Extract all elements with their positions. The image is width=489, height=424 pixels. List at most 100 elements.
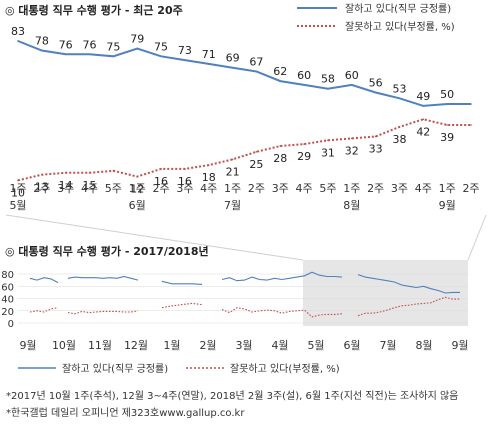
legend-label-negative: 잘못하고 있다(부정률, %) [230,362,340,375]
y-tick-label: 0 [8,319,14,330]
data-point-1 [470,124,472,126]
data-point-1 [327,139,329,142]
data-label: 42 [416,125,430,138]
data-label: 69 [226,52,240,65]
series-line-0 [29,277,59,284]
data-point-0 [160,55,162,58]
data-point-0 [279,80,282,82]
data-label: 31 [321,146,335,159]
data-label: 83 [11,25,25,38]
data-label: 78 [35,35,49,48]
data-point-0 [470,103,472,105]
x-tick-week: 1주 [129,182,146,195]
data-point-1 [112,170,115,172]
legend-label-0: 잘하고 있다(직무 긍정률) [345,2,451,15]
x-tick-month: 2월 [199,339,216,352]
series-line-1 [17,118,471,182]
data-point-1 [184,168,186,170]
data-label: 73 [178,44,192,57]
x-tick-week: 1주 [343,182,360,195]
data-label: 33 [369,142,383,155]
data-point-0 [446,103,448,105]
x-tick-month: 4월 [271,339,288,352]
series-line-1 [67,310,139,315]
legend-label-1: 잘못하고 있다(부정률, %) [345,20,455,33]
data-point-0 [303,84,305,86]
x-tick-week: 2주 [462,182,479,195]
data-point-0 [350,84,353,86]
data-label: 12 [130,183,144,196]
data-point-0 [374,91,377,94]
x-tick-week: 1주 [439,182,456,195]
x-tick-month: 8월 [343,199,360,212]
x-tick-month: 9월 [451,339,468,352]
data-point-1 [17,179,19,182]
footnote-survey-gaps: *2017년 10월 1주(추석), 12월 3~4주(연말), 2018년 2… [6,391,459,402]
data-point-1 [207,164,210,166]
chart-title: ◎ 대통령 직무 수행 평가 - 2017/2018년 [5,244,209,258]
x-tick-week: 1주 [9,182,26,195]
x-tick-week: 3주 [176,182,193,195]
chart-title: ◎ 대통령 직무 수행 평가 - 최근 20주 [5,3,183,17]
y-tick-label: 40 [1,295,14,306]
x-tick-week: 2주 [152,182,169,195]
series-line-1 [161,302,203,309]
data-label: 15 [83,179,97,192]
y-tick-label: 80 [1,270,14,281]
data-point-1 [64,171,67,174]
x-tick-week: 4주 [296,182,313,195]
data-label: 21 [226,165,240,178]
data-label: 32 [345,144,359,157]
data-point-1 [303,143,305,145]
x-tick-month: 7월 [224,199,241,212]
series-line-1 [221,307,343,318]
series-line-1 [29,307,59,313]
series-line-0 [221,271,343,282]
data-label: 38 [392,133,406,146]
data-label: 13 [35,181,49,194]
data-label: 50 [440,88,454,101]
x-tick-week: 3주 [272,182,289,195]
footnote-source: *한국갤럽 데일리 오피니언 제323호www.gallup.co.kr [6,408,245,419]
x-tick-week: 4주 [200,182,217,195]
data-point-0 [136,47,139,50]
data-label: 60 [345,69,359,82]
data-point-1 [136,175,139,178]
data-point-1 [422,118,425,121]
x-tick-month: 5월 [307,339,324,352]
x-tick-month: 10월 [52,339,76,352]
x-tick-week: 5주 [319,182,336,195]
x-tick-month: 9월 [439,199,456,212]
data-label: 16 [154,175,168,188]
data-label: 76 [83,38,97,51]
x-tick-month: 1월 [163,339,180,352]
data-label: 16 [178,175,192,188]
series-line-0 [67,275,139,281]
series-line-1 [357,296,460,317]
x-tick-week: 5주 [105,182,122,195]
data-label: 79 [130,33,144,46]
series-line-0 [357,274,460,294]
zoom-connector-right [467,214,487,261]
data-point-0 [255,70,258,73]
data-point-0 [88,53,91,56]
data-point-1 [374,135,377,138]
legend-label-positive: 잘하고 있다(직무 긍정률) [62,362,168,375]
y-tick-label: 60 [1,282,14,293]
data-label: 39 [440,131,454,144]
x-tick-week: 4주 [81,182,98,195]
data-point-0 [41,49,43,52]
x-tick-month: 9월 [19,339,36,352]
x-tick-month: 8월 [415,339,432,352]
x-tick-month: 7월 [379,339,396,352]
data-point-1 [231,158,234,161]
data-point-0 [64,53,67,56]
data-point-1 [279,145,282,147]
data-point-0 [398,97,401,100]
x-tick-month: 6월 [343,339,360,352]
data-label: 71 [202,48,216,61]
data-point-1 [350,137,353,140]
data-point-1 [398,126,401,128]
